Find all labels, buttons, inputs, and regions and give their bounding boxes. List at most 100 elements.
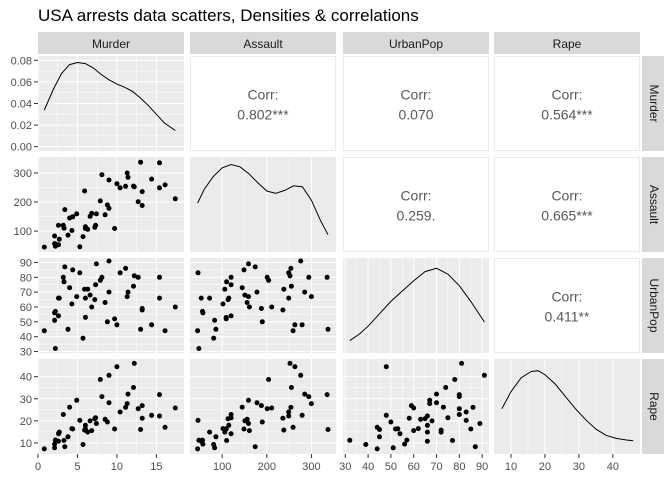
- y-tick-label: 0.04: [11, 99, 32, 111]
- data-point: [135, 199, 141, 205]
- data-point: [445, 415, 451, 421]
- data-point: [149, 412, 155, 418]
- data-point: [172, 405, 178, 411]
- y-tick-label: 30: [20, 394, 32, 406]
- data-point: [93, 211, 99, 217]
- strip-label-right-murder: Murder: [647, 84, 661, 122]
- data-point: [281, 427, 287, 433]
- data-point: [239, 404, 245, 410]
- data-point: [223, 314, 229, 320]
- x-tick-label: 5: [74, 461, 80, 473]
- data-point: [308, 401, 314, 407]
- corr-label: Corr:: [551, 188, 582, 204]
- strip-right-murder: [642, 56, 664, 151]
- data-point: [239, 285, 245, 291]
- data-point: [117, 185, 123, 191]
- data-point: [102, 212, 108, 218]
- strip-right-assault: [642, 157, 664, 252]
- density-curve-urbanpop: [349, 267, 485, 342]
- y-tick-label: 300: [14, 168, 32, 180]
- data-point: [374, 446, 380, 452]
- data-point: [434, 400, 439, 406]
- data-point: [74, 397, 80, 403]
- data-point: [228, 431, 234, 437]
- strip-label-right-assault: Assault: [647, 185, 661, 225]
- data-point: [172, 196, 178, 202]
- data-point: [138, 326, 144, 332]
- data-point: [347, 437, 353, 443]
- data-point: [114, 181, 120, 187]
- data-point: [82, 295, 88, 301]
- panel-grid: [344, 258, 483, 353]
- corr-panel-murder-rape: [494, 56, 640, 151]
- data-point: [292, 364, 298, 370]
- data-point: [131, 273, 137, 279]
- data-point: [211, 442, 217, 447]
- density-curve-rape: [501, 370, 634, 442]
- data-point: [106, 258, 112, 264]
- data-point: [131, 283, 136, 289]
- data-point: [269, 405, 275, 411]
- data-point: [415, 426, 421, 432]
- x-tick-label: 80: [453, 461, 465, 473]
- data-point: [222, 429, 228, 435]
- data-point: [149, 322, 155, 328]
- strip-label-top-assault: Assault: [243, 37, 283, 51]
- data-point: [459, 360, 465, 366]
- data-point: [102, 416, 108, 422]
- x-tick-label: 90: [476, 461, 488, 473]
- data-point: [302, 289, 308, 295]
- chart-title: USA arrests data scatters, Densities & c…: [38, 6, 419, 25]
- corr-value-murder-assault: 0.802***: [237, 107, 289, 123]
- data-point: [463, 409, 469, 415]
- data-point: [246, 397, 251, 403]
- data-point: [82, 188, 88, 194]
- data-point: [60, 412, 66, 417]
- data-point: [69, 426, 75, 432]
- data-point: [408, 403, 414, 409]
- data-point: [157, 392, 162, 398]
- data-point: [82, 422, 88, 428]
- data-point: [80, 442, 86, 447]
- data-point: [241, 426, 247, 432]
- corr-panel-urbanpop-rape: [494, 258, 640, 353]
- data-point: [246, 428, 252, 434]
- density-panel-urbanpop: [343, 258, 489, 353]
- corr-panel-assault-rape: [494, 157, 640, 252]
- data-point: [411, 428, 417, 434]
- y-tick-label: 80: [20, 272, 32, 284]
- data-point: [117, 409, 123, 415]
- data-point: [77, 270, 83, 276]
- data-point: [363, 442, 369, 447]
- data-point: [377, 427, 382, 432]
- data-point: [139, 415, 145, 421]
- data-point: [456, 406, 462, 412]
- data-point: [213, 434, 219, 440]
- data-point: [69, 228, 75, 233]
- data-point: [97, 277, 103, 283]
- x-tick-label: 50: [385, 461, 397, 473]
- data-point: [106, 177, 112, 183]
- y-tick-label: 70: [20, 287, 32, 299]
- data-point: [264, 406, 270, 412]
- data-point: [299, 322, 305, 328]
- corr-value-murder-rape: 0.564***: [541, 107, 593, 123]
- density-panel-rape: [494, 359, 640, 454]
- data-point: [123, 183, 129, 189]
- data-point: [211, 335, 217, 341]
- data-point: [228, 313, 234, 319]
- corr-label: Corr:: [247, 87, 278, 103]
- data-point: [246, 294, 251, 300]
- y-tick-label: 200: [14, 197, 32, 209]
- data-point: [139, 306, 145, 311]
- data-point: [157, 413, 162, 419]
- data-point: [324, 392, 330, 398]
- data-point: [106, 372, 112, 378]
- panel-grid: [510, 359, 614, 454]
- strip-top-rape: [494, 32, 640, 54]
- data-point: [117, 270, 123, 276]
- data-point: [280, 307, 286, 313]
- panel-grid: [221, 157, 312, 252]
- data-point: [280, 415, 286, 421]
